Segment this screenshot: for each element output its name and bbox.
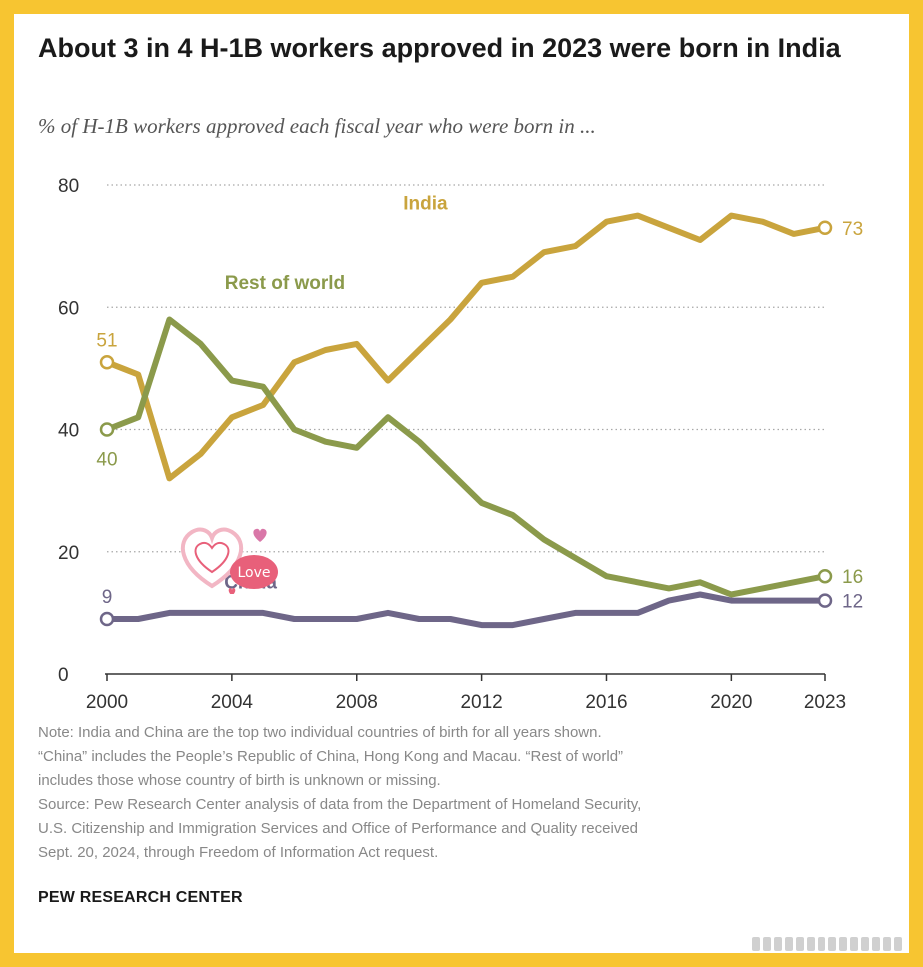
- love-badge: [230, 555, 278, 589]
- start-value-label-china: 9: [102, 587, 113, 608]
- source-line: Sept. 20, 2024, through Freedom of Infor…: [38, 844, 439, 861]
- start-marker-china: [99, 611, 115, 627]
- watermark-bar: [752, 933, 902, 955]
- brand-label: PEW RESEARCH CENTER: [38, 889, 243, 906]
- start-marker-rest-of-world: [99, 422, 115, 437]
- love-heart-sticker: Love: [180, 527, 278, 594]
- x-tick-label: 2004: [211, 692, 254, 713]
- series-line-china: [104, 591, 828, 629]
- source-line: Source: Pew Research Center analysis of …: [38, 796, 642, 813]
- tiny-heart-icon: [253, 528, 267, 542]
- note-line: includes those whose country of birth is…: [38, 772, 441, 789]
- chart-notes: Note: India and China are the top two in…: [38, 721, 858, 865]
- source-line: U.S. Citizenship and Immigration Service…: [38, 820, 638, 837]
- chart-title: About 3 in 4 H-1B workers approved in 20…: [38, 33, 841, 63]
- end-value-label-rest-of-world: 16: [842, 567, 863, 588]
- chart-subtitle: % of H-1B workers approved each fiscal y…: [38, 114, 596, 138]
- start-marker-india: [99, 355, 115, 370]
- end-marker-china: [817, 593, 833, 608]
- y-tick-label: 20: [58, 543, 79, 564]
- y-tick-label: 0: [58, 665, 69, 686]
- end-marker-rest-of-world: [817, 568, 833, 584]
- end-value-label-china: 12: [842, 592, 863, 613]
- y-tick-label: 60: [58, 298, 79, 319]
- end-marker-india: [817, 220, 833, 236]
- note-line: “China” includes the People’s Republic o…: [38, 748, 624, 765]
- y-tick-label: 40: [58, 421, 79, 442]
- love-text: Love: [237, 565, 270, 581]
- large-heart-outline: [180, 527, 244, 589]
- end-value-label-india: 73: [842, 219, 863, 240]
- series-name-label-india: India: [403, 193, 448, 214]
- x-tick-label: 2016: [585, 692, 627, 713]
- series-line-india: [104, 212, 828, 482]
- x-tick-label: 2023: [804, 692, 846, 713]
- x-tick-label: 2000: [86, 692, 128, 713]
- tiny-heart-icon: [228, 588, 236, 594]
- start-value-label-rest-of-world: 40: [96, 450, 117, 471]
- series-name-label-rest-of-world: Rest of world: [225, 273, 345, 294]
- start-value-label-india: 51: [96, 330, 117, 351]
- y-tick-label: 80: [58, 176, 79, 197]
- x-tick-label: 2020: [710, 692, 752, 713]
- x-tick-label: 2012: [460, 692, 502, 713]
- x-tick-label: 2008: [336, 692, 378, 713]
- series-line-rest-of-world: [104, 316, 828, 598]
- small-heart-icon: [194, 541, 230, 574]
- note-line: Note: India and China are the top two in…: [38, 724, 602, 741]
